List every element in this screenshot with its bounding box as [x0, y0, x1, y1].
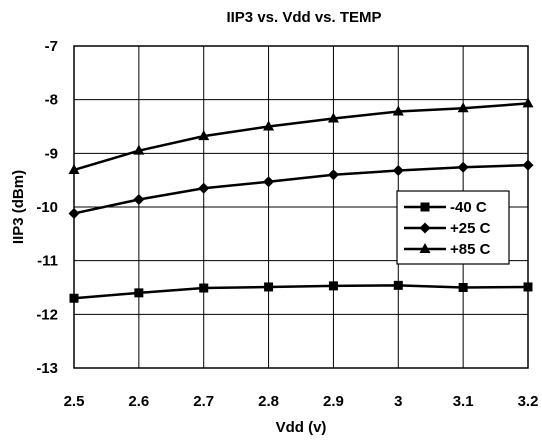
series-lines: [68, 97, 534, 303]
data-point: [198, 182, 210, 194]
data-point: [134, 288, 144, 298]
series-line: [73, 163, 529, 215]
data-point: [522, 97, 534, 108]
series-line: [73, 102, 529, 172]
data-point: [68, 163, 80, 174]
y-tick-label: -7: [45, 38, 58, 55]
y-axis-label: IIP3 (dBm): [10, 170, 27, 244]
x-tick-label: 3.2: [518, 393, 539, 410]
legend-label: +25 C: [450, 220, 491, 237]
y-tick-label: -8: [45, 92, 58, 109]
y-tick-label: -12: [36, 306, 58, 323]
data-point: [199, 283, 209, 293]
data-point: [263, 176, 275, 188]
y-tick-label: -13: [36, 360, 58, 377]
x-tick-label: 3: [394, 393, 402, 410]
data-point: [133, 193, 145, 205]
series-2: [68, 97, 534, 174]
data-point: [327, 169, 339, 181]
data-point: [392, 165, 404, 177]
data-point: [327, 112, 339, 123]
data-point: [264, 282, 274, 292]
series-0: [69, 280, 533, 303]
x-axis-label: Vdd (v): [276, 419, 327, 436]
data-point: [393, 280, 403, 290]
data-point: [68, 207, 80, 219]
data-point: [263, 120, 275, 131]
data-point: [133, 144, 145, 155]
y-tick-label: -9: [45, 145, 58, 162]
legend-item-1: +25 C: [404, 220, 491, 237]
x-tick-label: 2.5: [64, 393, 85, 410]
legend-item-2: +85 C: [404, 241, 491, 258]
data-point: [328, 281, 338, 291]
legend-marker: [420, 202, 430, 212]
legend-label: -40 C: [450, 199, 487, 216]
legend-label: +85 C: [450, 241, 491, 258]
x-tick-labels: 2.5 2.6 2.7 2.8 2.9 3 3.1 3.2: [64, 393, 539, 410]
data-point: [457, 102, 469, 113]
plot-area: [73, 45, 529, 369]
y-tick-label: -11: [37, 253, 58, 270]
y-tick-labels: -7 -8 -9 -10 -11 -12 -13: [36, 38, 58, 377]
data-point: [198, 130, 210, 141]
data-point: [522, 159, 534, 171]
legend-marker: [419, 243, 431, 253]
x-tick-label: 2.8: [258, 393, 279, 410]
data-point: [392, 105, 404, 116]
legend-item-0: -40 C: [404, 199, 487, 216]
legend-marker: [419, 222, 431, 234]
x-tick-label: 2.9: [323, 393, 344, 410]
data-point: [457, 161, 469, 173]
x-tick-label: 2.6: [128, 393, 149, 410]
y-tick-label: -10: [36, 199, 58, 216]
x-tick-label: 3.1: [453, 393, 474, 410]
x-tick-label: 2.7: [193, 393, 214, 410]
data-point: [523, 282, 533, 292]
data-point: [69, 293, 79, 303]
data-point: [458, 283, 468, 292]
series-1: [68, 159, 534, 219]
legend: -40 C +25 C +85 C: [396, 190, 510, 265]
series-line: [73, 284, 529, 300]
chart-title: IIP3 vs. Vdd vs. TEMP: [226, 9, 381, 26]
